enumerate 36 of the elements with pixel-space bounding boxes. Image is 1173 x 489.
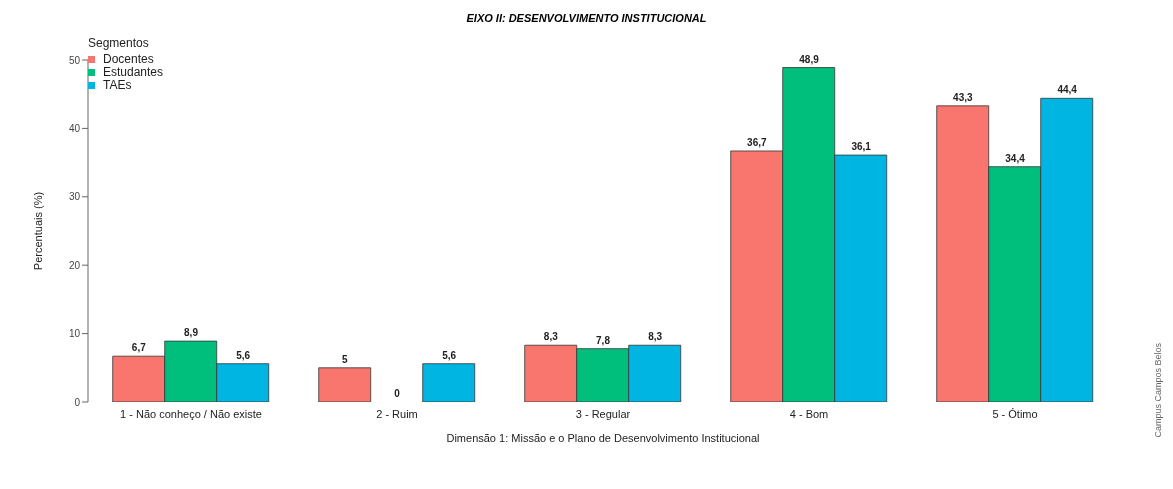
data-label: 36,7 bbox=[747, 136, 767, 148]
x-tick-label: 1 - Não conheço / Não existe bbox=[120, 407, 262, 420]
data-label: 6,7 bbox=[131, 342, 147, 354]
data-label: 36,1 bbox=[851, 141, 872, 153]
x-tick-label: 5 - Ótimo bbox=[992, 407, 1038, 420]
data-label: 7,8 bbox=[596, 334, 611, 346]
bar bbox=[422, 363, 476, 402]
legend-label: Docentes bbox=[103, 52, 154, 66]
data-label: 43,3 bbox=[953, 91, 973, 103]
x-tick-label: 3 - Regular bbox=[575, 407, 631, 420]
x-axis-title: Dimensão 1: Missão e o Plano de Desenvolvimento Institucional bbox=[446, 432, 760, 444]
legend-label: TAEs bbox=[103, 78, 132, 92]
y-tick-label: 20 bbox=[68, 259, 81, 271]
data-label: 0 bbox=[394, 388, 401, 399]
y-tick-label: 50 bbox=[68, 54, 81, 66]
data-label: 5,6 bbox=[442, 349, 457, 361]
y-tick-label: 0 bbox=[74, 396, 81, 408]
y-tick-label: 10 bbox=[68, 328, 81, 340]
data-label: 5 bbox=[342, 353, 349, 365]
chart-title: EIXO II: DESENVOLVIMENTO INSTITUCIONAL bbox=[465, 11, 708, 26]
y-axis-title: Percentuais (%) bbox=[31, 191, 44, 271]
x-tick-label: 4 - Bom bbox=[789, 407, 829, 420]
data-label: 48,9 bbox=[799, 53, 820, 65]
legend-label: Estudantes bbox=[103, 65, 164, 79]
y-tick-label: 30 bbox=[68, 191, 81, 203]
x-tick-label: 2 - Ruim bbox=[376, 407, 418, 420]
data-label: 8,9 bbox=[184, 327, 199, 339]
data-label: 44,4 bbox=[1057, 84, 1078, 96]
data-label: 8,3 bbox=[543, 331, 559, 343]
data-label: 5,6 bbox=[236, 349, 251, 361]
legend-title: Segmentos bbox=[88, 36, 150, 50]
data-label: 34,4 bbox=[1005, 152, 1026, 164]
data-label: 8,3 bbox=[648, 331, 663, 343]
y-tick-label: 40 bbox=[68, 122, 81, 134]
text: Campus Campos Belos bbox=[1153, 343, 1163, 438]
bar bbox=[318, 367, 372, 402]
